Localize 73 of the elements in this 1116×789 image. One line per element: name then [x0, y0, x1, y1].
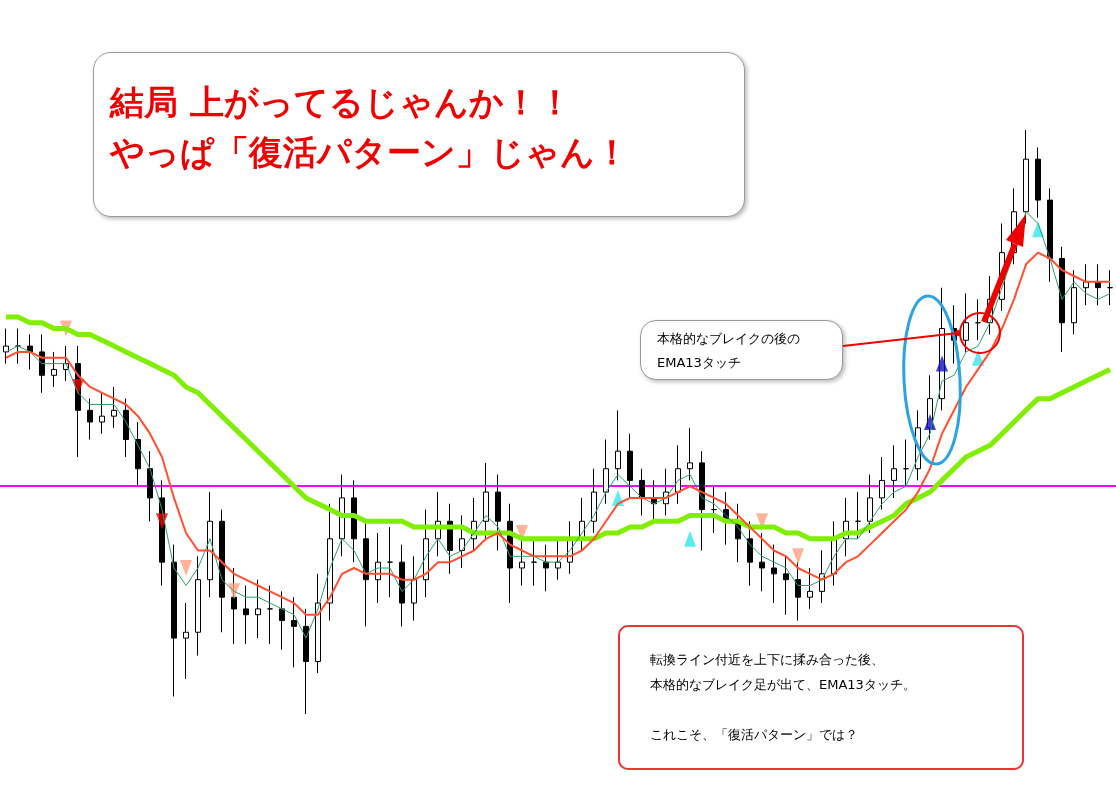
candlestick	[855, 491, 861, 540]
point	[684, 530, 696, 547]
point	[792, 548, 804, 565]
annotation: 本格的なブレイクの後のEMA13タッチ	[657, 330, 801, 372]
candlestick	[903, 439, 909, 487]
point	[180, 560, 192, 576]
candlestick	[207, 491, 213, 598]
candlestick	[1095, 263, 1101, 306]
candlestick	[687, 427, 693, 481]
point	[936, 355, 948, 372]
candlestick	[519, 538, 525, 587]
candlestick	[615, 409, 621, 481]
candlestick	[99, 392, 105, 435]
candlestick	[783, 555, 789, 616]
candlestick	[267, 585, 273, 645]
candlestick	[483, 462, 489, 540]
chart-subtitle: やっぱ「復活パターン」じゃん！	[110, 131, 630, 174]
candlestick	[807, 567, 813, 610]
candlestick	[51, 351, 57, 388]
candlestick	[123, 398, 129, 458]
candlestick	[1071, 269, 1077, 335]
candlestick	[879, 456, 885, 511]
candlestick	[531, 538, 537, 587]
candlestick	[1035, 147, 1041, 219]
candlestick	[291, 596, 297, 668]
candlestick	[195, 555, 201, 657]
candlestick	[87, 398, 93, 441]
candlestick	[603, 439, 609, 505]
candlestick	[1023, 129, 1029, 224]
chart-title: 結局 上がってるじゃんか！！	[110, 81, 573, 124]
candlestick	[255, 579, 261, 639]
candlestick	[171, 544, 177, 697]
candlestick	[747, 520, 753, 587]
candlestick	[1107, 269, 1113, 306]
candlestick	[543, 544, 549, 592]
candlestick	[399, 544, 405, 627]
candlestick	[135, 421, 141, 487]
candlestick	[219, 509, 225, 633]
candlestick	[591, 468, 597, 534]
candlestick	[555, 538, 561, 581]
candlestick	[315, 573, 321, 674]
speech-box: 結局 上がってるじゃんか！！ やっぱ「復活パターン」じゃん！	[93, 52, 745, 217]
annotation: 転換ライン付近を上下に揉み合った後、本格的なブレイク足が出て、EMA13タッチ。	[650, 651, 917, 694]
candlestick	[639, 468, 645, 516]
candlestick	[3, 328, 9, 365]
candlestick	[699, 450, 705, 551]
candlestick	[759, 532, 765, 592]
candlestick	[387, 526, 393, 598]
candlestick	[303, 608, 309, 715]
candlestick	[771, 544, 777, 604]
candlestick	[891, 444, 897, 499]
candlestick	[411, 555, 417, 622]
candlestick	[627, 433, 633, 499]
candlestick	[711, 485, 717, 534]
candlestick	[1047, 187, 1053, 283]
candlestick	[147, 450, 153, 522]
candlestick	[975, 298, 981, 341]
speech-box: 本格的なブレイクの後のEMA13タッチ	[640, 320, 843, 380]
candlestick	[1059, 246, 1065, 353]
candlestick	[27, 333, 33, 370]
candlestick	[963, 293, 969, 353]
candlestick	[111, 386, 117, 429]
note-box: 転換ライン付近を上下に揉み合った後、本格的なブレイク足が出て、EMA13タッチ。 これこそ、「復活パターン」では？	[618, 625, 1024, 770]
candlestick	[1083, 263, 1089, 306]
candlestick	[795, 561, 801, 622]
candlestick	[243, 585, 249, 645]
candlestick	[279, 590, 285, 651]
candlestick	[495, 474, 501, 551]
candlestick	[867, 474, 873, 534]
candlestick	[15, 328, 21, 365]
candlestick	[183, 602, 189, 680]
candlestick	[231, 567, 237, 645]
candlestick	[459, 514, 465, 569]
